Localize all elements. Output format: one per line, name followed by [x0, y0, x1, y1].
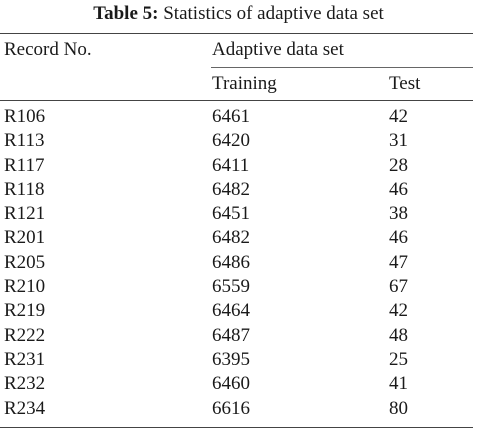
table-row: R231 6395 25 — [0, 348, 473, 372]
table-row: R234 6616 80 — [0, 397, 473, 421]
cell-record-no: R118 — [4, 178, 45, 200]
table-caption: Table 5: Statistics of adaptive data set — [0, 2, 477, 26]
cell-record-no: R222 — [4, 324, 46, 346]
cell-record-no: R219 — [4, 300, 46, 322]
cell-test: 46 — [389, 227, 408, 249]
table-row: R106 6461 42 — [0, 105, 473, 129]
table-row: R113 6420 31 — [0, 129, 473, 153]
cell-record-no: R106 — [4, 106, 46, 127]
cell-test: 25 — [389, 348, 408, 370]
header-adaptive-data-set: Adaptive data set — [212, 39, 344, 60]
header-training: Training — [212, 73, 277, 94]
cell-test: 42 — [389, 106, 408, 127]
cell-test: 42 — [389, 300, 408, 322]
cell-training: 6460 — [212, 373, 250, 395]
table-top-rule — [0, 33, 473, 34]
cell-record-no: R113 — [4, 130, 45, 152]
cell-training: 6464 — [212, 300, 250, 322]
cell-test: 31 — [389, 130, 408, 152]
table-row: R222 6487 48 — [0, 324, 473, 348]
table-caption-label: Table 5: — [93, 3, 159, 24]
cell-training: 6420 — [212, 130, 250, 152]
cell-test: 38 — [389, 203, 408, 225]
cell-training: 6395 — [212, 348, 250, 370]
cell-record-no: R231 — [4, 348, 46, 370]
cell-record-no: R210 — [4, 276, 46, 298]
cell-record-no: R232 — [4, 373, 46, 395]
cell-test: 41 — [389, 373, 408, 395]
cell-training: 6487 — [212, 324, 250, 346]
cell-record-no: R201 — [4, 227, 46, 249]
table-row: R210 6559 67 — [0, 275, 473, 299]
table-row: R201 6482 46 — [0, 226, 473, 250]
cell-test: 48 — [389, 324, 408, 346]
table-row: R118 6482 46 — [0, 178, 473, 202]
cell-test: 80 — [389, 397, 408, 419]
table-bottom-rule — [0, 427, 473, 428]
cell-test: 46 — [389, 178, 408, 200]
cell-training: 6451 — [212, 203, 250, 225]
table-body: R106 6461 42 R113 6420 31 R117 6411 28 R118 6482 46… — [0, 105, 473, 421]
cell-training: 6411 — [212, 154, 250, 176]
cell-test: 67 — [389, 276, 408, 298]
cell-record-no: R117 — [4, 154, 45, 176]
cell-test: 47 — [389, 251, 408, 273]
cell-training: 6461 — [212, 106, 250, 127]
header-record-no: Record No. — [4, 39, 92, 60]
header-bottom-rule — [0, 100, 473, 101]
cell-training: 6482 — [212, 178, 250, 200]
cell-training: 6482 — [212, 227, 250, 249]
table-row: R232 6460 41 — [0, 372, 473, 396]
cell-test: 28 — [389, 154, 408, 176]
table-row: R205 6486 47 — [0, 251, 473, 275]
cell-training: 6486 — [212, 251, 250, 273]
cell-training: 6616 — [212, 397, 250, 419]
cell-record-no: R234 — [4, 397, 46, 419]
table-caption-text: Statistics of adaptive data set — [163, 3, 384, 24]
table-row: R219 6464 42 — [0, 299, 473, 323]
table-row: R117 6411 28 — [0, 154, 473, 178]
cell-record-no: R205 — [4, 251, 46, 273]
table-row: R121 6451 38 — [0, 202, 473, 226]
header-test: Test — [389, 73, 421, 94]
cell-record-no: R121 — [4, 203, 46, 225]
cell-training: 6559 — [212, 276, 250, 298]
header-group-rule — [211, 67, 473, 68]
